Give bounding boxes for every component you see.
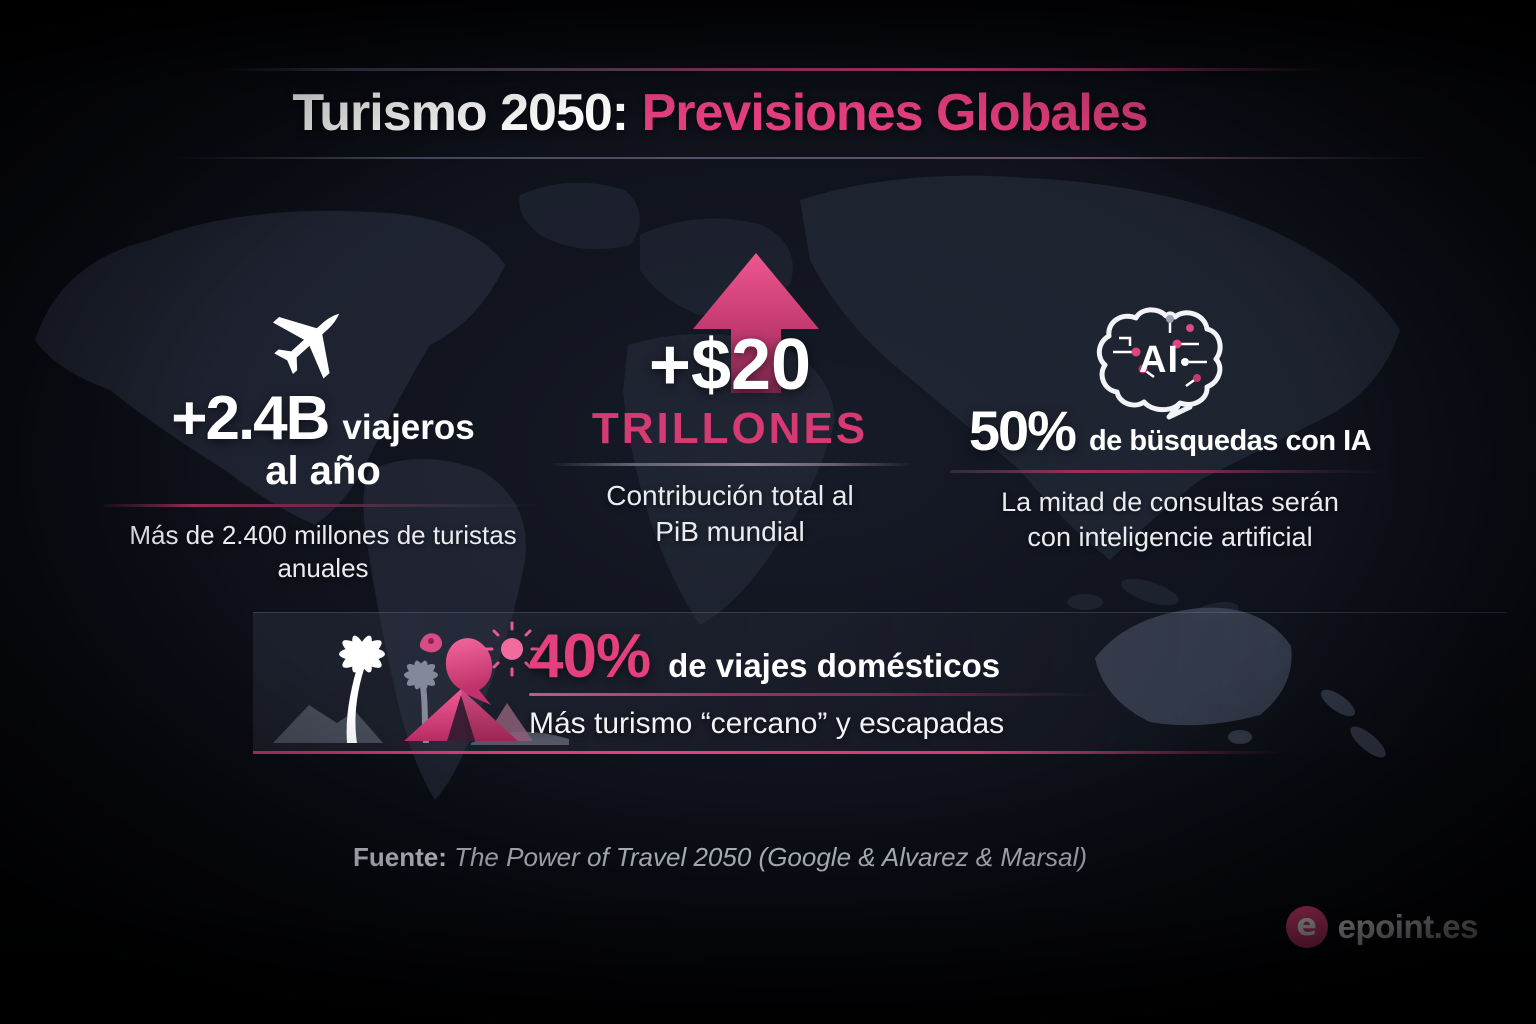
header-bottom-rule	[170, 157, 1430, 159]
travelers-divider	[103, 504, 543, 507]
travelers-unit-line2: al año	[265, 449, 381, 493]
stat-travelers: +2.4B viajeros al año Más de 2.400 millo…	[88, 298, 558, 586]
travelers-caption: Más de 2.400 millones de turistas anuale…	[129, 520, 517, 584]
title-prefix: Turismo 2050:	[292, 84, 642, 142]
ai-value: 50%	[968, 399, 1077, 462]
ai-divider	[950, 470, 1390, 473]
gdp-divider	[547, 463, 913, 466]
banner-underline	[253, 751, 1506, 754]
source-label: Fuente:	[352, 842, 447, 872]
ai-caption-line2: con inteligencie artificial	[1027, 521, 1313, 552]
header-top-rule	[218, 68, 1330, 71]
domestic-value: 40%	[529, 622, 651, 691]
travelers-value: +2.4B	[171, 384, 330, 453]
epoint-logo-icon: e	[1285, 906, 1328, 948]
ai-caption-line1: La mitad de consultas serán	[1001, 487, 1339, 517]
domestic-unit: de viajes domésticos	[668, 647, 1001, 684]
airplane-icon	[88, 298, 558, 379]
domestic-divider	[529, 693, 1099, 696]
epoint-logo-wordmark: epoint.es	[1337, 908, 1479, 945]
gdp-caption-line1: Contribución total al	[606, 480, 854, 511]
gdp-value: +$20	[648, 325, 812, 405]
stat-gdp: +$20 TRILLONES Contribución total al PiB…	[525, 253, 935, 550]
stat-ai-search: AI 50% de büsquedas con IA La mitad de c…	[945, 302, 1395, 554]
banner-domestic-trips: 40% de viajes domésticos Más turismo “ce…	[253, 612, 1506, 754]
ai-icon-label: AI	[1139, 339, 1179, 381]
ai-unit: de büsquedas con IA	[1088, 425, 1372, 457]
domestic-caption: Más turismo “cercano” y escapadas	[529, 707, 1005, 740]
tropical-scene-icon	[271, 619, 571, 749]
travelers-unit: viajeros	[342, 408, 475, 447]
brand-logo: e epoint.es	[1285, 906, 1479, 948]
source-text: The Power of Travel 2050 (Google & Alvar…	[446, 842, 1088, 872]
source-line: Fuente: The Power of Travel 2050 (Google…	[320, 842, 1120, 873]
title-highlight: Previsiones Globales	[641, 84, 1149, 142]
gdp-unit: TRILLONES	[591, 404, 869, 453]
page-title: Turismo 2050: Previsiones Globales	[0, 84, 1440, 144]
gdp-caption-line2: PiB mundial	[655, 515, 805, 547]
